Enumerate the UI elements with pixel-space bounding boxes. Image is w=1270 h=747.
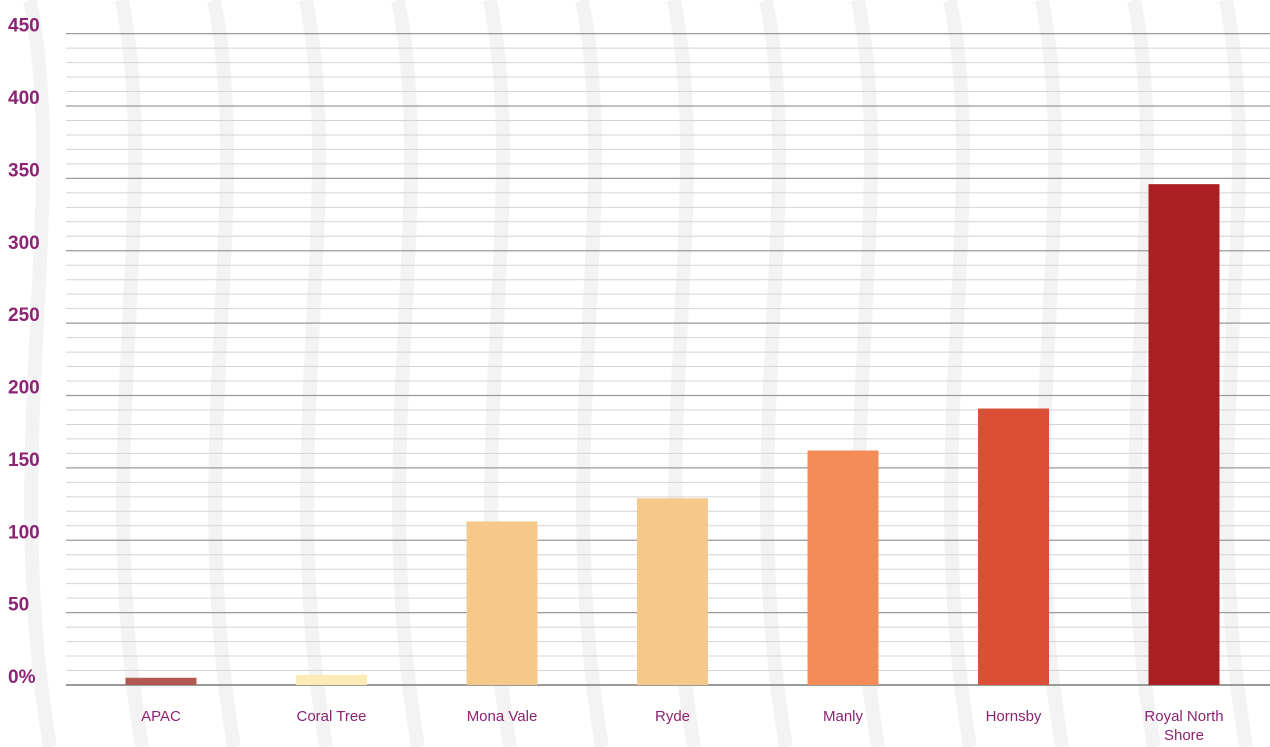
- y-tick-label: 300: [8, 233, 40, 254]
- y-tick-label: 150: [8, 450, 40, 471]
- background-stroke: [299, 0, 333, 747]
- background-stroke: [575, 0, 609, 747]
- x-tick-label: Manly: [823, 708, 864, 725]
- bar-coral-tree: [296, 674, 367, 685]
- background-stroke: [115, 0, 149, 747]
- x-tick-label: Hornsby: [986, 708, 1042, 725]
- x-tick-label: Mona Vale: [467, 708, 538, 725]
- bar-royal-north-shore: [1148, 184, 1220, 686]
- y-tick-label: 0%: [8, 667, 36, 688]
- y-tick-label: 50: [8, 595, 29, 616]
- x-tick-label: APAC: [141, 708, 181, 725]
- bar-manly: [807, 450, 879, 685]
- background-stroke: [207, 0, 241, 747]
- background-stroke: [23, 0, 57, 747]
- y-tick-label: 200: [8, 378, 40, 399]
- background-stroke: [943, 0, 977, 747]
- y-tick-label: 450: [8, 16, 40, 37]
- background-stroke: [1219, 0, 1253, 747]
- y-tick-label: 100: [8, 522, 40, 543]
- y-tick-label: 350: [8, 160, 40, 181]
- bar-mona-vale: [466, 521, 538, 685]
- y-tick-label: 400: [8, 88, 40, 109]
- bar-hornsby: [978, 408, 1049, 685]
- background-stroke: [391, 0, 425, 747]
- x-tick-label: Royal North Shore: [1144, 708, 1223, 744]
- x-axis-ticks: APAC Coral Tree Mona Vale Ryde Manly Hornsby R…: [141, 708, 1223, 744]
- x-tick-label: Coral Tree: [296, 708, 366, 725]
- background-stroke: [759, 0, 793, 747]
- y-axis-ticks: 0% 50 100 150 200 250 300 350 400 450: [8, 16, 40, 688]
- bar-ryde: [637, 498, 708, 685]
- bar-apac: [125, 677, 197, 685]
- y-tick-label: 250: [8, 305, 40, 326]
- x-tick-label: Ryde: [655, 708, 690, 725]
- bars: [125, 184, 1220, 686]
